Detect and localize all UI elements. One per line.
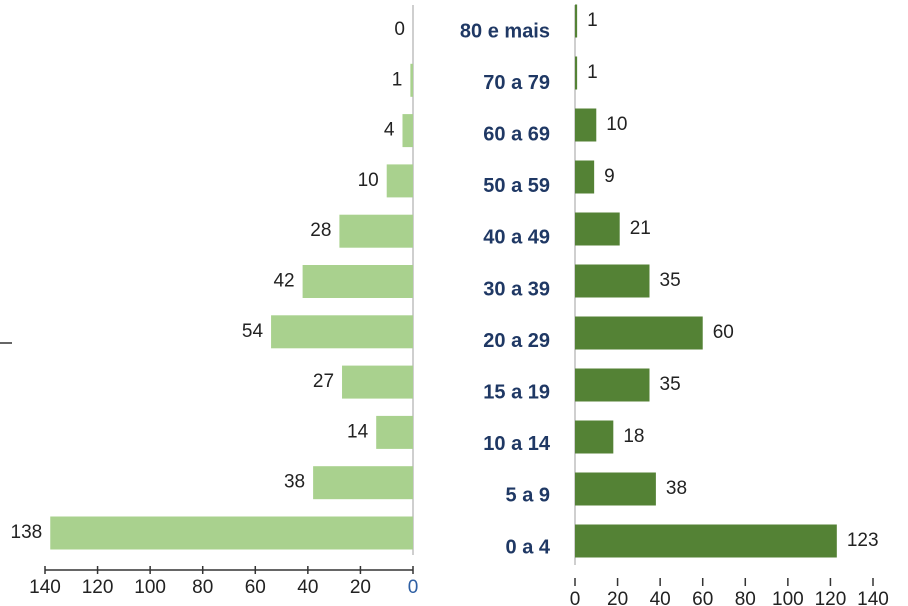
- value-label: 21: [630, 218, 651, 239]
- bar: [342, 365, 413, 399]
- x-tick-label: 0: [570, 589, 581, 606]
- bar: [575, 108, 597, 142]
- x-tick-label: 20: [607, 589, 628, 606]
- category-label: 50 a 59: [483, 175, 550, 197]
- x-tick-label: 80: [192, 577, 213, 598]
- category-label: 60 a 69: [483, 123, 550, 145]
- bar: [575, 4, 578, 38]
- value-label: 0: [394, 19, 405, 40]
- bar: [575, 264, 650, 298]
- category-label: 70 a 79: [483, 72, 550, 94]
- bar: [386, 164, 413, 198]
- category-label: 15 a 19: [483, 381, 550, 403]
- category-label: 10 a 14: [483, 433, 551, 455]
- category-label: 20 a 29: [483, 330, 550, 352]
- value-label: 1: [587, 10, 598, 31]
- x-tick-label: 80: [735, 589, 756, 606]
- value-label: 1: [587, 62, 598, 83]
- value-label: 18: [623, 426, 644, 447]
- bar: [575, 316, 703, 350]
- category-label: 5 a 9: [506, 485, 550, 507]
- bar: [302, 265, 413, 298]
- category-label: 40 a 49: [483, 227, 550, 249]
- x-tick-label: 120: [82, 577, 114, 598]
- category-label: 0 a 4: [506, 536, 551, 558]
- value-label: 35: [660, 270, 681, 291]
- bar: [313, 466, 413, 500]
- x-tick-label: 100: [772, 589, 804, 606]
- value-label: 38: [284, 472, 305, 493]
- bar: [410, 63, 413, 97]
- bar: [339, 214, 413, 248]
- x-tick-label: 140: [857, 589, 889, 606]
- bar: [575, 56, 578, 90]
- category-label: 30 a 39: [483, 278, 550, 300]
- value-label: 4: [384, 120, 395, 141]
- bar: [50, 516, 413, 550]
- x-tick-label: 40: [297, 577, 318, 598]
- value-label: 9: [604, 166, 615, 187]
- x-tick-label: 120: [815, 589, 847, 606]
- value-label: 38: [666, 478, 687, 499]
- x-tick-label: 60: [245, 577, 266, 598]
- value-label: 35: [660, 374, 681, 395]
- bar: [575, 212, 620, 246]
- bar: [575, 472, 656, 506]
- x-tick-label: 140: [29, 577, 61, 598]
- value-label: 42: [273, 271, 294, 292]
- bar: [575, 160, 595, 194]
- x-tick-label: 40: [650, 589, 671, 606]
- category-label: 80 e mais: [460, 20, 550, 42]
- bar: [376, 415, 413, 449]
- value-label: 54: [242, 321, 264, 342]
- value-label: 1: [392, 69, 403, 90]
- bar: [575, 524, 837, 558]
- bar: [271, 315, 413, 349]
- bar: [575, 368, 650, 402]
- x-tick-label: 20: [350, 577, 371, 598]
- bar: [575, 420, 614, 454]
- x-tick-label: 0: [408, 577, 419, 598]
- x-tick-label: 60: [692, 589, 713, 606]
- value-label: 27: [313, 371, 334, 392]
- bar: [402, 114, 413, 148]
- value-label: 138: [11, 522, 43, 543]
- value-label: 14: [347, 421, 369, 442]
- value-label: 10: [358, 170, 379, 191]
- value-label: 10: [606, 114, 627, 135]
- value-label: 28: [310, 220, 331, 241]
- value-label: 60: [713, 322, 734, 343]
- x-tick-label: 100: [134, 577, 166, 598]
- value-label: 123: [847, 530, 879, 551]
